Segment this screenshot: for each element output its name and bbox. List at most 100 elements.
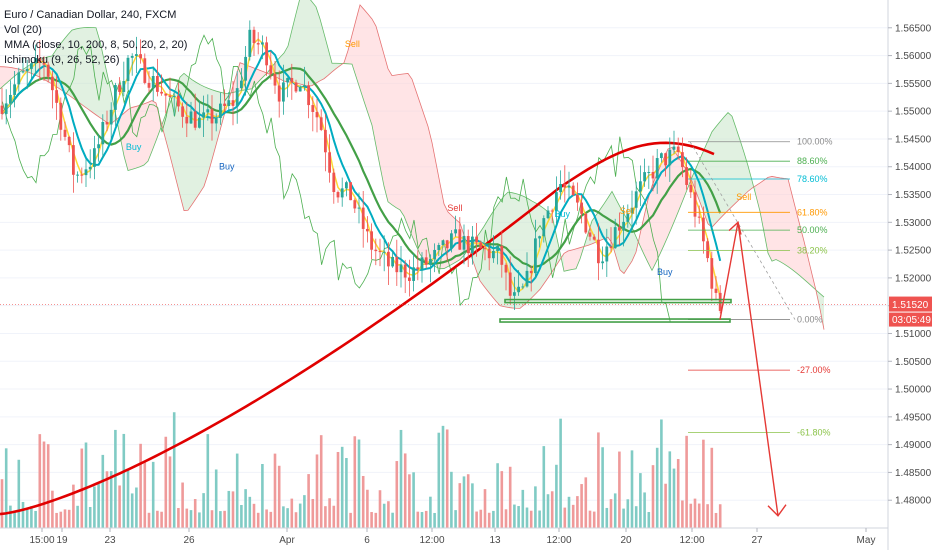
volume-bar [458, 483, 462, 528]
volume-bar [567, 496, 571, 528]
volume-bar [177, 507, 180, 528]
candle-body [139, 54, 142, 59]
volume-bar [370, 512, 373, 528]
support-zone-lower [499, 318, 731, 323]
candle-body [395, 256, 399, 273]
volume-bars [0, 412, 722, 528]
volume-bar [597, 432, 600, 528]
volume-bar [189, 510, 193, 528]
candle-body [17, 72, 21, 85]
ma-slow-line [1, 67, 722, 269]
cloud-segment [676, 153, 680, 218]
candle-body [46, 64, 50, 77]
cloud-segment [372, 18, 376, 146]
candle-body [72, 145, 75, 175]
volume-bar [328, 498, 331, 528]
volume-bar [416, 511, 420, 528]
candle-body [521, 286, 525, 288]
cloud-segment [8, 67, 12, 82]
price-tick-label: 1.52000 [895, 273, 932, 284]
candle-body [4, 103, 8, 114]
volume-bar [303, 495, 306, 528]
candle-body [84, 169, 88, 176]
volume-bar [550, 491, 554, 528]
cloud-segment [72, 28, 76, 101]
volume-bar [135, 487, 138, 528]
candle-body [227, 100, 231, 107]
volume-bar [34, 510, 37, 528]
cloud-segment [96, 27, 100, 118]
volume-bar [437, 432, 441, 528]
candle-body [319, 117, 323, 130]
candle-body [668, 149, 672, 166]
volume-bar [84, 442, 88, 528]
volume-bar [496, 463, 499, 528]
fib-level-label: 88.60% [797, 156, 828, 166]
cloud-segment [376, 26, 380, 167]
candle-body [151, 76, 155, 88]
volume-bar [294, 512, 298, 528]
candle-body [693, 192, 697, 217]
volume-bar [525, 507, 529, 528]
signal-label: Buy [219, 162, 235, 172]
cloud-segment [380, 40, 384, 187]
volume-bar [609, 499, 613, 528]
signal-label: Buy [555, 209, 571, 219]
volume-bar [345, 458, 348, 528]
cloud-segment [668, 147, 672, 237]
cloud-segment [708, 131, 712, 228]
volume-bar [72, 484, 75, 528]
volume-bar [202, 493, 205, 528]
candle-body [114, 85, 117, 110]
fib-level-label: 100.00% [797, 137, 833, 147]
senkou-span-a [0, 0, 825, 298]
candle-body [198, 117, 201, 128]
candle-body [450, 233, 453, 249]
candle-body [601, 261, 604, 264]
cloud-segment [164, 108, 168, 149]
candle-body [588, 232, 592, 237]
candle-body [105, 122, 109, 125]
cloud-segment [736, 127, 740, 203]
candle-body [298, 86, 302, 92]
cloud-segment [300, 0, 304, 86]
signal-labels: Sell Buy Buy Sell Buy Sell Buy Sell [126, 39, 751, 277]
cloud-segment [740, 140, 744, 199]
candle-body [613, 227, 617, 249]
candle-body [88, 166, 92, 170]
time-tick-label: Apr [279, 535, 295, 546]
candle-body [475, 236, 478, 243]
volume-bar [25, 507, 29, 528]
candle-body [206, 109, 210, 113]
volume-bar [357, 439, 361, 528]
current-price-value: 1.51520 [892, 300, 929, 311]
time-tick-label: 15:00 [29, 535, 54, 546]
volume-bar [403, 453, 407, 528]
candle-body [59, 102, 63, 130]
candle-body [605, 246, 609, 262]
volume-bar [685, 435, 688, 528]
cloud-segment [364, 9, 368, 114]
projection-arrow-up [728, 220, 742, 235]
candle-body [580, 202, 583, 214]
cloud-segment [764, 177, 768, 254]
fib-level-label: 78.60% [797, 174, 828, 184]
volume-bar [445, 429, 449, 528]
cloud-segment [660, 157, 664, 254]
cloud-segment [316, 6, 320, 84]
candle-body [235, 88, 239, 106]
candle-body [256, 43, 260, 45]
volume-bar [261, 464, 264, 528]
candle-body [143, 58, 147, 83]
volume-bar [479, 509, 483, 528]
candle-body [349, 182, 352, 201]
cloud-segment [760, 180, 764, 233]
volume-bar [643, 492, 646, 528]
candle-body [282, 82, 285, 102]
volume-bar [588, 510, 592, 528]
cloud-segment [504, 192, 508, 308]
cloud-segment [328, 48, 332, 76]
cloud-segment [188, 76, 192, 211]
volume-bar [529, 510, 533, 528]
